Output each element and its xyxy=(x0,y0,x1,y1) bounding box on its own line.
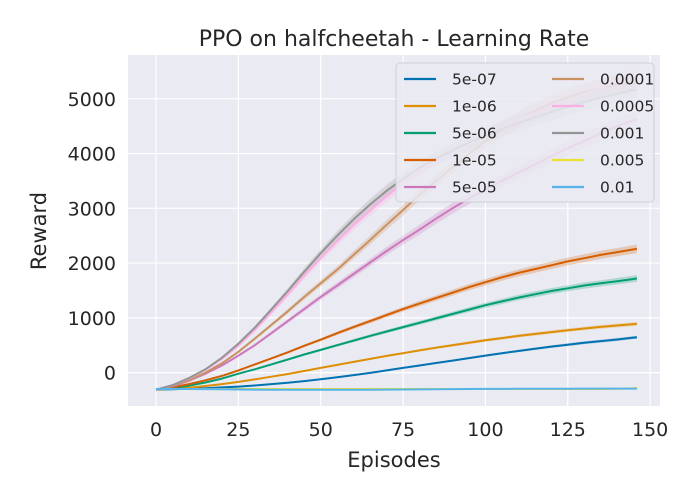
legend-label: 5e-07 xyxy=(452,71,497,89)
y-tick-label: 1000 xyxy=(68,308,116,330)
legend-label: 0.0005 xyxy=(600,98,654,116)
series-line-0.01 xyxy=(156,387,637,391)
x-tick-label: 125 xyxy=(550,419,586,441)
series-band-0.0005 xyxy=(156,67,637,390)
legend-box xyxy=(395,62,655,203)
series-line-1e-06 xyxy=(155,322,637,391)
legend-label: 1e-06 xyxy=(452,98,497,116)
legend-label: 0.001 xyxy=(600,125,644,143)
x-tick-label: 100 xyxy=(467,419,503,441)
x-tick-labels: 0 25 50 75 100 125 150 xyxy=(150,419,668,441)
legend-label: 5e-05 xyxy=(452,179,497,197)
grid xyxy=(128,55,660,406)
legend-label: 0.01 xyxy=(600,179,635,197)
legend-label: 0.0001 xyxy=(600,71,654,89)
y-axis-label: Reward xyxy=(27,192,51,270)
series-band-5e-06 xyxy=(156,275,637,390)
legend: 5e-07 1e-06 5e-06 1e-05 5e-05 0.0001 0.0005 0.0… xyxy=(395,62,655,203)
x-tick-label: 50 xyxy=(309,419,333,441)
series-line-5e-06 xyxy=(155,277,638,391)
x-tick-label: 150 xyxy=(632,419,668,441)
legend-label: 0.005 xyxy=(600,152,644,170)
y-tick-labels: 0 1000 2000 3000 4000 5000 xyxy=(68,89,116,385)
series-band-5e-07 xyxy=(156,335,637,390)
y-tick-label: 5000 xyxy=(68,89,116,111)
series-line-1e-05 xyxy=(155,247,638,391)
y-tick-label: 2000 xyxy=(68,253,116,275)
y-tick-label: 3000 xyxy=(68,198,116,220)
series-band-1e-05 xyxy=(156,244,637,390)
x-tick-label: 25 xyxy=(226,419,250,441)
series-line-5e-07 xyxy=(155,336,637,391)
y-tick-label: 0 xyxy=(104,363,116,385)
legend-label: 5e-06 xyxy=(452,125,497,143)
legend-label: 1e-05 xyxy=(452,152,497,170)
y-tick-label: 4000 xyxy=(68,144,116,166)
x-tick-label: 0 xyxy=(150,419,162,441)
x-axis-label: Episodes xyxy=(347,448,440,472)
chart-title: PPO on halfcheetah - Learning Rate xyxy=(199,27,590,52)
x-tick-label: 75 xyxy=(391,419,415,441)
